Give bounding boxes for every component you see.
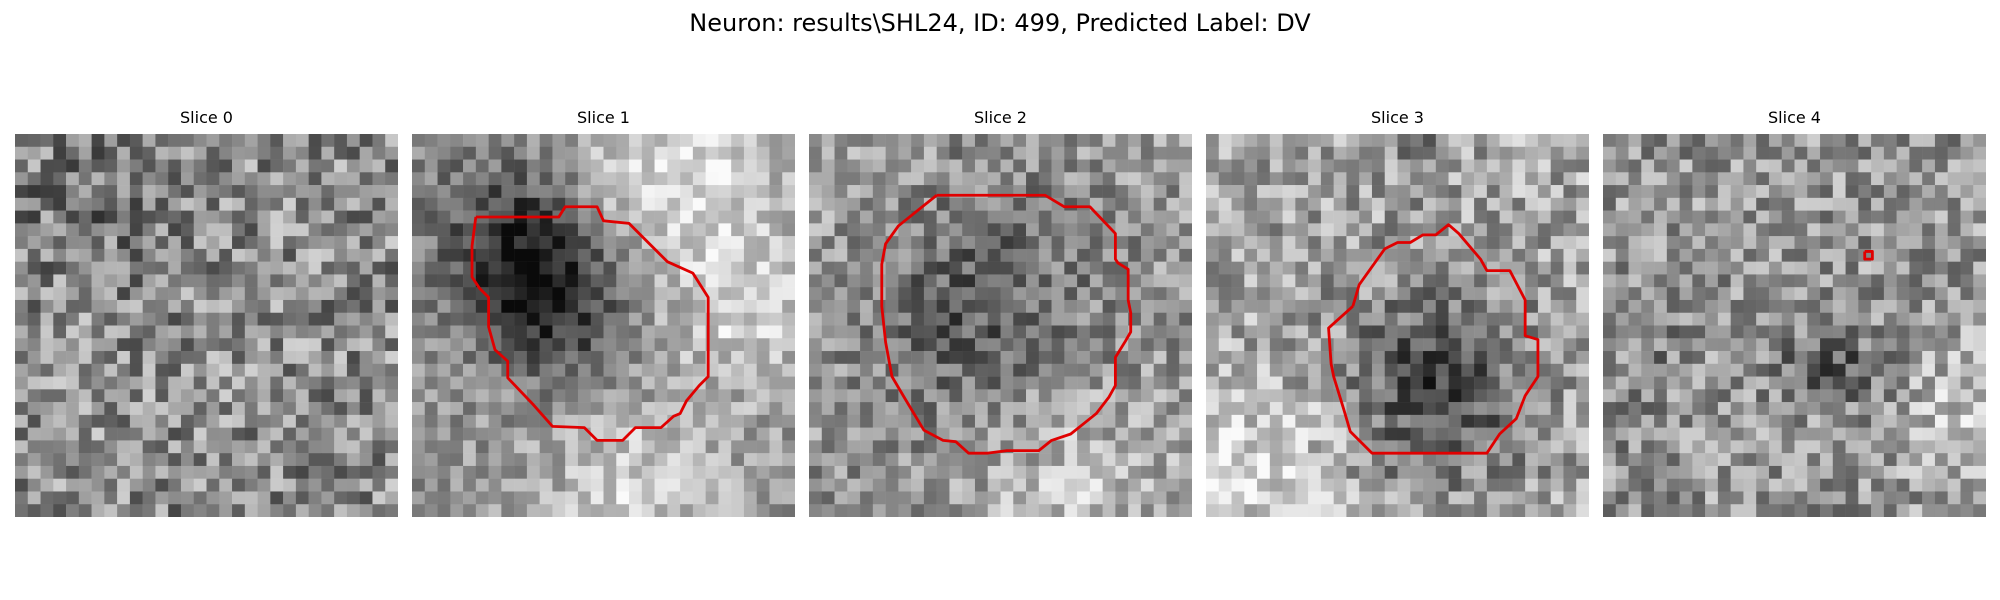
slice-image-3 bbox=[1206, 134, 1589, 517]
slice-image-4 bbox=[1603, 134, 1986, 517]
slice-title-2: Slice 2 bbox=[974, 108, 1027, 127]
slice-title-4: Slice 4 bbox=[1768, 108, 1821, 127]
segmentation-contour bbox=[470, 205, 710, 442]
slice-image-2 bbox=[809, 134, 1192, 517]
segmentation-contour bbox=[880, 193, 1133, 455]
segmentation-contour bbox=[1863, 250, 1874, 261]
slice-image-0 bbox=[15, 134, 398, 517]
figure-title: Neuron: results\SHL24, ID: 499, Predicte… bbox=[689, 9, 1311, 37]
segmentation-contour bbox=[1327, 223, 1540, 455]
slice-title-1: Slice 1 bbox=[577, 108, 630, 127]
slice-title-0: Slice 0 bbox=[180, 108, 233, 127]
slice-title-3: Slice 3 bbox=[1371, 108, 1424, 127]
slice-image-1 bbox=[412, 134, 795, 517]
